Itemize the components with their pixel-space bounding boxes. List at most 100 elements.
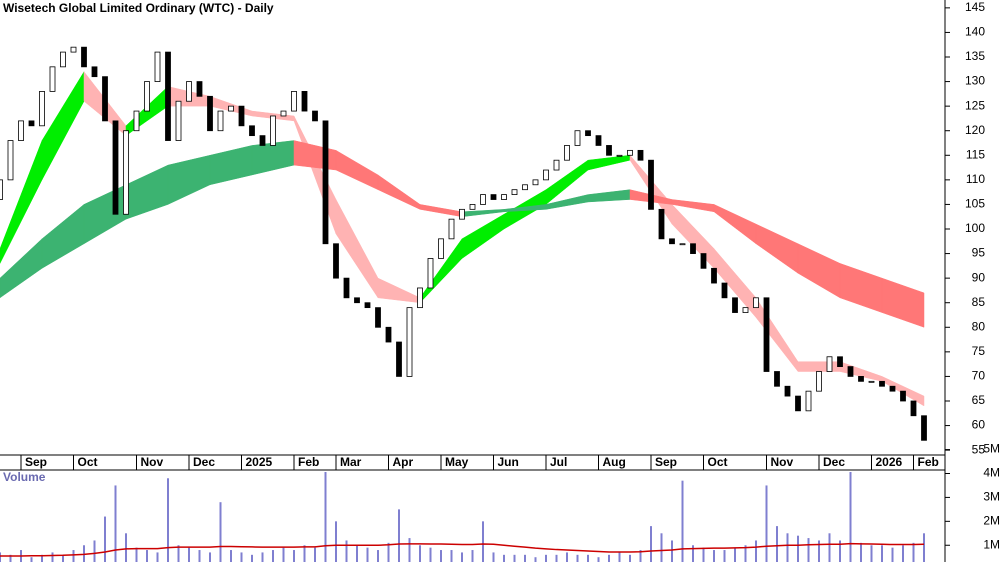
candle xyxy=(7,140,14,181)
candle xyxy=(879,380,885,387)
volume-bar xyxy=(261,552,264,562)
candle xyxy=(480,194,486,205)
x-tick-label: Jul xyxy=(550,455,567,469)
volume-bar xyxy=(681,480,684,562)
x-tick-label: May xyxy=(445,455,469,469)
candle xyxy=(375,307,381,328)
volume-bar xyxy=(429,547,432,562)
candle xyxy=(816,371,822,392)
candle xyxy=(658,208,665,240)
candle xyxy=(553,159,560,171)
volume-bar xyxy=(566,552,568,562)
y-tick-label: 105 xyxy=(965,197,985,211)
volume-bar xyxy=(891,547,894,562)
candle xyxy=(837,356,843,367)
candle xyxy=(627,149,633,156)
candle xyxy=(910,400,917,417)
volume-bar xyxy=(713,550,715,562)
candle xyxy=(690,243,696,254)
candle xyxy=(28,120,35,127)
y-tick-label: 115 xyxy=(966,147,985,161)
y-tick-label: 75 xyxy=(972,344,986,358)
volume-bar xyxy=(587,554,589,562)
volume-bar xyxy=(702,547,705,562)
candle xyxy=(732,297,738,313)
candle xyxy=(354,297,360,304)
candle xyxy=(249,125,255,137)
volume-average xyxy=(0,542,925,557)
y-tick-label: 135 xyxy=(965,49,985,63)
volume-bar xyxy=(923,533,925,562)
volume-bar xyxy=(398,509,400,562)
volume-bar xyxy=(408,538,411,562)
x-tick-label: Dec xyxy=(193,455,215,469)
volume-bar xyxy=(576,554,579,562)
volume-bar xyxy=(776,526,778,562)
y-tick-label: 2M xyxy=(983,514,1000,528)
volume-bar xyxy=(419,545,421,562)
y-tick-label: 90 xyxy=(972,270,986,284)
candle xyxy=(637,149,644,161)
y-tick-label: 130 xyxy=(965,74,985,88)
candle xyxy=(70,46,77,53)
y-tick-label: 55 xyxy=(972,442,986,456)
volume-bar xyxy=(513,554,516,562)
volume-bar xyxy=(461,552,463,562)
volume-bar xyxy=(660,533,663,562)
candle xyxy=(154,51,161,82)
x-tick-label: Sep xyxy=(25,455,47,469)
candle xyxy=(606,145,612,156)
volume-bar xyxy=(335,521,337,562)
candle xyxy=(175,100,182,141)
candle xyxy=(742,307,749,313)
y-tick-label: 125 xyxy=(965,98,985,112)
candle xyxy=(669,238,675,245)
volume-bar xyxy=(0,552,1,562)
x-tick-label: 2025 xyxy=(246,455,273,469)
volume-bar xyxy=(146,550,148,562)
x-tick-label: Oct xyxy=(78,455,98,469)
candle xyxy=(564,145,570,161)
volume-bar xyxy=(482,521,484,562)
y-tick-label: 140 xyxy=(965,25,985,39)
candle xyxy=(417,287,423,309)
volume-bar xyxy=(209,552,211,562)
volume-title: Volume xyxy=(3,470,46,484)
x-tick-label: Mar xyxy=(340,455,362,469)
volume-bar xyxy=(282,547,285,562)
volume-bar xyxy=(755,540,757,562)
volume-bar xyxy=(471,550,474,562)
volume-bar xyxy=(62,554,64,562)
volume-bar xyxy=(912,542,915,562)
candle xyxy=(753,297,759,309)
candle xyxy=(291,91,297,112)
candle xyxy=(406,307,413,377)
volume-panel xyxy=(0,472,925,562)
candle xyxy=(889,385,896,392)
volume-bar xyxy=(608,554,610,562)
chart-title: Wisetech Global Limited Ordinary (WTC) -… xyxy=(3,1,274,15)
volume-bar xyxy=(188,547,190,562)
candle xyxy=(259,135,266,146)
volume-bar xyxy=(765,485,768,562)
candle xyxy=(102,76,108,122)
volume-bar xyxy=(230,550,232,562)
volume-bar xyxy=(9,554,12,562)
x-tick-label: Sep xyxy=(655,455,677,469)
candle xyxy=(427,258,434,289)
volume-bar xyxy=(503,554,505,562)
candle xyxy=(123,130,129,215)
volume-bar xyxy=(902,545,904,562)
volume-bar xyxy=(807,538,810,562)
candle xyxy=(385,326,392,343)
band-segment xyxy=(797,361,841,372)
candle xyxy=(721,282,728,299)
volume-bar xyxy=(492,552,495,562)
volume-bar xyxy=(135,547,138,562)
volume-bar xyxy=(629,554,631,562)
volume-bar xyxy=(555,554,558,562)
volume-bar xyxy=(251,554,253,562)
candle xyxy=(700,253,707,269)
volume-bar xyxy=(104,516,106,562)
y-tick-label: 60 xyxy=(972,418,986,432)
